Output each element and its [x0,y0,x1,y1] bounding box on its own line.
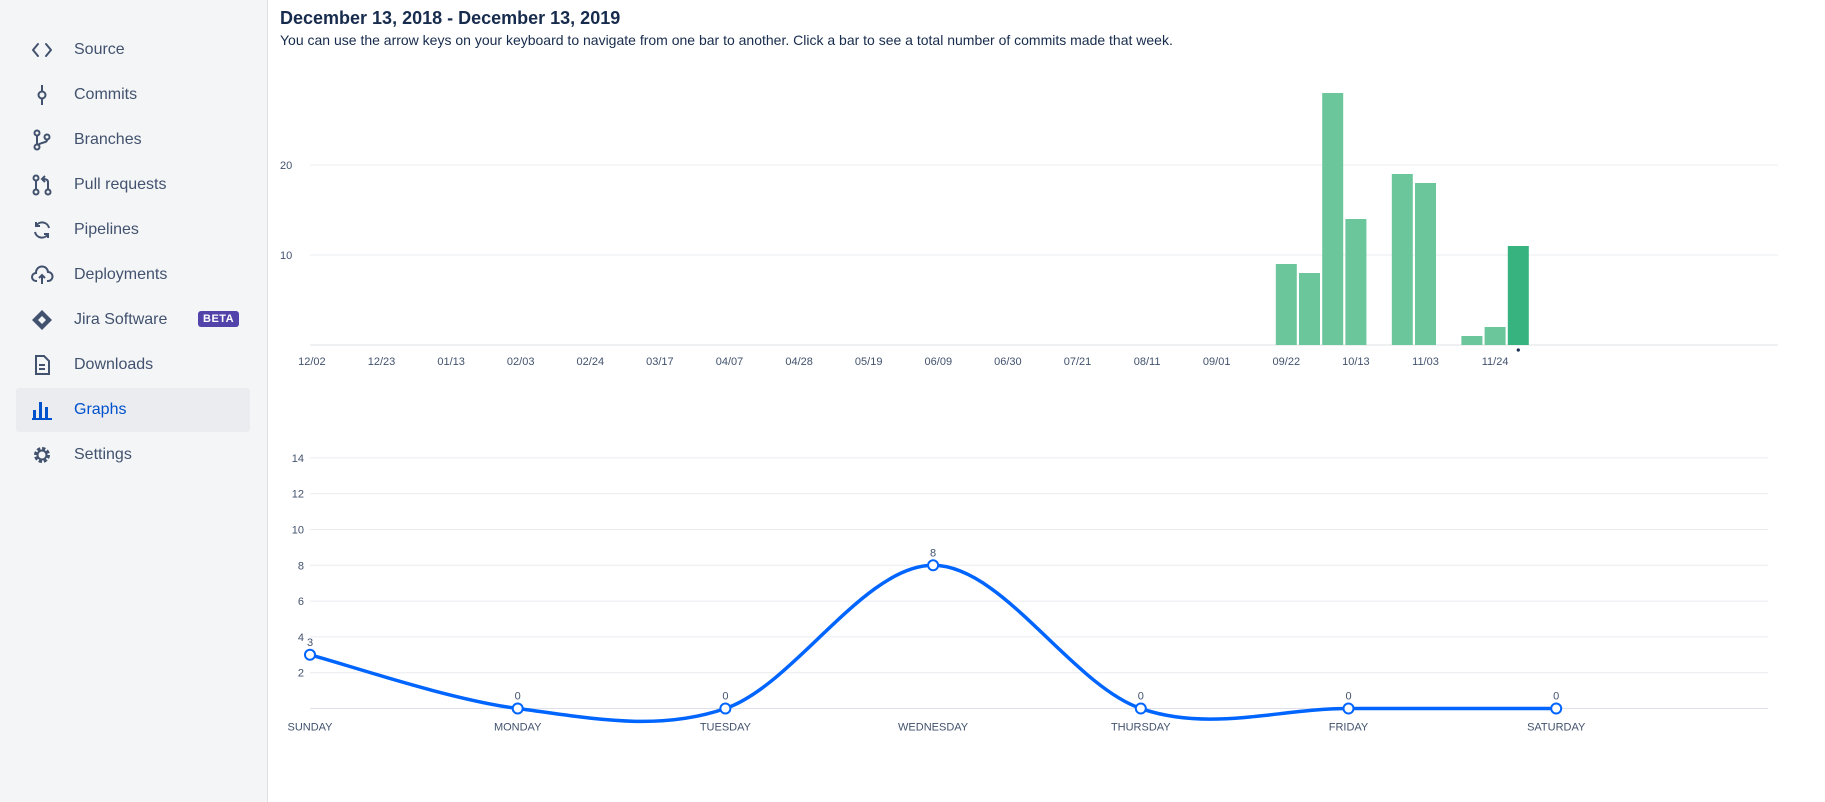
data-label: 3 [307,637,313,649]
x-tick-label: FRIDAY [1329,722,1369,734]
bar-week-09-22[interactable] [1275,264,1297,345]
sidebar-item-branches[interactable]: Branches [16,118,250,162]
bar-week-11-03[interactable] [1415,183,1436,345]
page-subtitle: You can use the arrow keys on your keybo… [280,32,1173,48]
y-tick-label: 12 [292,489,304,501]
y-tick-label: 20 [280,160,292,172]
data-label: 0 [722,691,728,703]
sidebar-item-pull-requests[interactable]: Pull requests [16,163,250,207]
x-tick-label: SUNDAY [287,722,333,734]
x-tick-label: 12/02 [298,356,326,368]
page-title: December 13, 2018 - December 13, 2019 [280,8,621,28]
sidebar-item-label: Jira Software [74,311,168,328]
x-tick-label: SATURDAY [1527,722,1586,734]
y-tick-label: 2 [298,668,304,680]
y-tick-label: 10 [280,250,292,262]
sidebar-item-label: Branches [74,131,142,148]
y-tick-label: 10 [292,525,304,537]
sidebar-item-commits[interactable]: Commits [16,73,250,117]
data-point-wednesday[interactable] [927,559,940,572]
x-tick-label: 08/11 [1134,356,1161,368]
x-tick-label: 06/30 [994,356,1022,368]
x-tick-label: 06/09 [925,356,953,368]
data-point-saturday[interactable] [1550,702,1563,715]
x-tick-label: MONDAY [494,722,542,734]
pipelines-icon [30,218,54,242]
bar-week-09-29[interactable] [1299,273,1320,345]
data-label: 0 [1138,691,1144,703]
x-tick-label: WEDNESDAY [898,722,969,734]
sidebar: Source Commits Branches Pull requests Pipeli… [0,0,268,802]
data-point-tuesday[interactable] [719,702,732,715]
x-tick-label: 03/17 [646,356,674,368]
sidebar-item-settings[interactable]: Settings [16,433,250,477]
pull-request-icon [30,173,54,197]
selected-bar-indicator [1516,348,1520,352]
data-label: 0 [515,691,521,703]
beta-badge: BETA [198,311,240,327]
x-tick-label: 12/23 [368,356,396,368]
document-icon [30,353,54,377]
sidebar-item-source[interactable]: Source [16,28,250,72]
sidebar-item-label: Downloads [74,356,154,373]
x-tick-label: 02/03 [507,356,535,368]
x-tick-label: 05/19 [855,356,883,368]
y-tick-label: 14 [292,453,304,465]
bar-week-11-24[interactable] [1484,327,1506,345]
x-tick-label: 11/24 [1482,356,1509,368]
cloud-upload-icon [30,263,54,287]
commit-icon [30,83,54,107]
x-tick-label: 04/07 [716,356,744,368]
jira-icon [30,308,54,332]
sidebar-item-label: Graphs [74,401,127,418]
sidebar-item-pipelines[interactable]: Pipelines [16,208,250,252]
code-icon [30,38,54,62]
x-tick-label: THURSDAY [1111,722,1171,734]
sidebar-item-label: Settings [74,446,132,463]
weekday-commits-line [309,563,1557,724]
sidebar-item-jira-software[interactable]: Jira Software BETA [16,298,250,342]
commits-per-week-chart: 10 20 12/02 12/23 01/13 02/03 02/24 03/17 04/07 0… [280,93,1778,368]
data-label: 0 [1553,691,1559,703]
bar-week-10-13[interactable] [1345,219,1367,345]
x-tick-label: 07/21 [1064,356,1092,368]
sidebar-item-downloads[interactable]: Downloads [16,343,250,387]
data-point-monday[interactable] [511,702,524,715]
sidebar-item-label: Pull requests [74,176,167,193]
x-tick-label: 11/03 [1412,356,1439,368]
main-content: December 13, 2018 - December 13, 2019 Yo… [268,0,1825,802]
x-tick-label: TUESDAY [700,722,752,734]
bar-week-10-06[interactable] [1322,93,1344,345]
y-tick-label: 8 [298,560,304,572]
data-point-friday[interactable] [1342,702,1355,715]
x-tick-label: 09/01 [1203,356,1231,368]
bar-week-12-01[interactable] [1507,246,1529,345]
commits-per-weekday-chart: 2 4 6 8 10 12 14 3 SUNDAY 0 MONDAY 0 TUESDAY 8 WEDNESD… [287,453,1768,734]
sidebar-item-label: Pipelines [74,221,139,238]
y-tick-label: 6 [298,596,304,608]
data-label: 0 [1345,691,1351,703]
data-point-thursday[interactable] [1134,702,1147,715]
x-tick-label: 02/24 [577,356,605,368]
sidebar-item-label: Commits [74,86,138,103]
y-tick-label: 4 [298,632,304,644]
bar-week-10-27[interactable] [1391,174,1413,345]
data-label: 8 [930,547,936,559]
bar-week-11-17[interactable] [1461,336,1483,345]
sidebar-item-label: Source [74,41,125,58]
x-tick-label: 09/22 [1273,356,1301,368]
sidebar-item-deployments[interactable]: Deployments [16,253,250,297]
sidebar-item-label: Deployments [74,266,168,283]
x-tick-label: 04/28 [785,356,813,368]
x-tick-label: 01/13 [437,356,465,368]
sidebar-item-graphs[interactable]: Graphs [16,388,250,432]
gear-icon [30,443,54,467]
x-tick-label: 10/13 [1342,356,1370,368]
bar-chart-icon [30,398,54,422]
data-point-sunday[interactable] [304,648,316,661]
branch-icon [30,128,54,152]
